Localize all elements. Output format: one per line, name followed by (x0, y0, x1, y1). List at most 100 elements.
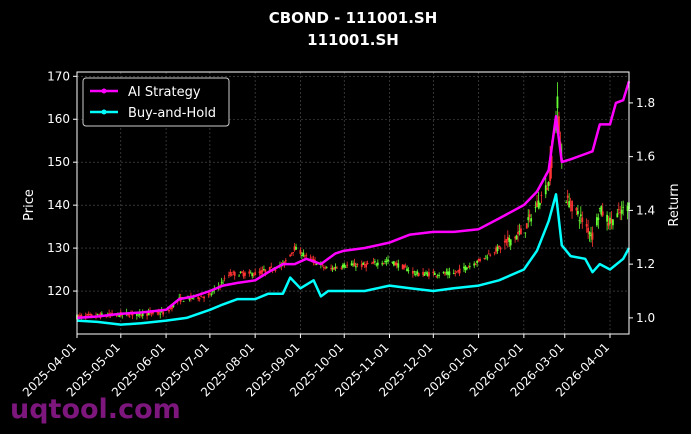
candle-body (466, 267, 468, 270)
candle-body (203, 296, 205, 299)
candle-body (384, 261, 387, 263)
plot-frame (76, 71, 630, 335)
candle-body (503, 240, 506, 243)
candle-body (118, 315, 121, 317)
candle-body (612, 219, 614, 226)
candle-body (141, 312, 144, 316)
candle-body (210, 294, 213, 296)
candle-body (401, 264, 404, 270)
right-axis-label: Return (667, 183, 682, 226)
candle-body (169, 307, 172, 309)
candle-body (227, 275, 230, 277)
candle-body (353, 262, 356, 267)
candle-body (220, 281, 223, 283)
candle-body (200, 296, 203, 298)
candle-body (86, 314, 89, 315)
candle-body (617, 209, 620, 211)
candle-body (322, 267, 325, 269)
candle-body (566, 195, 569, 198)
candle-body (540, 195, 543, 196)
candle-body (537, 200, 540, 208)
y2-tick-label: 1.4 (636, 203, 655, 217)
candle-body (274, 269, 277, 271)
candle-body (330, 268, 332, 270)
candle-body (546, 188, 549, 190)
candle-body (230, 274, 233, 276)
series-line-buy-and-hold (76, 193, 631, 326)
candle-body (499, 247, 502, 250)
candle-body (374, 261, 376, 263)
y2-tick-label: 1.8 (636, 96, 655, 110)
candle-body (324, 267, 327, 269)
candle-body (355, 266, 357, 268)
candle-body (565, 202, 568, 203)
legend-label-ai-strategy: AI Strategy (128, 85, 201, 100)
candle-body (487, 253, 490, 255)
candle-body (477, 258, 480, 261)
candle-body (260, 270, 262, 275)
candle-body (303, 255, 306, 257)
candle-body (423, 273, 426, 276)
candle-body (387, 259, 389, 262)
candle-body (147, 312, 150, 316)
candle-body (530, 218, 533, 222)
candle-body (191, 298, 194, 300)
candle-body (395, 263, 398, 266)
candle-body (587, 227, 590, 233)
candle-body (484, 255, 487, 257)
candle-body (598, 207, 601, 209)
candle-body (325, 267, 328, 269)
candle-body (539, 202, 541, 206)
candle-body (135, 313, 138, 316)
candle-body (524, 232, 527, 234)
y-tick-label: 170 (47, 69, 70, 83)
chart-title: CBOND - 111001.SH (269, 9, 438, 27)
candle-body (87, 314, 90, 316)
candle-body (397, 263, 400, 268)
candle-body (299, 249, 302, 254)
candle-body (600, 206, 603, 215)
candle-body (89, 314, 92, 315)
legend-box (82, 77, 230, 127)
candle-body (251, 273, 254, 277)
candle-body (375, 264, 378, 266)
candle-body (514, 237, 516, 239)
candle-body (591, 232, 594, 240)
legend-label-buy-and-hold: Buy-and-Hold (128, 106, 216, 121)
candle-body (544, 185, 547, 195)
candle-body (585, 224, 588, 227)
candle-body (455, 271, 458, 273)
candle-body (96, 313, 99, 315)
candle-body (464, 266, 467, 271)
candle-body (321, 264, 324, 266)
candle-body (352, 264, 354, 265)
candle-body (581, 217, 584, 223)
candle-body (188, 297, 191, 300)
candle-body (525, 223, 528, 229)
candle-body (238, 275, 240, 277)
candle-body (610, 219, 613, 223)
y2-tick-label: 1.0 (636, 311, 655, 325)
candle-body (426, 273, 429, 277)
candle-body (343, 263, 346, 268)
candle-body (340, 267, 343, 269)
candle-body (588, 232, 591, 235)
candle-body (363, 264, 366, 266)
candle-body (162, 311, 165, 315)
candle-body (468, 265, 471, 267)
candle-body (547, 181, 550, 187)
candle-body (508, 238, 511, 243)
candle-body (244, 272, 246, 276)
candle-body (263, 269, 265, 270)
candle-body (333, 267, 335, 270)
candle-body (197, 296, 200, 299)
candle-body (518, 231, 521, 233)
candle-body (520, 228, 522, 235)
candle-body (444, 273, 446, 275)
candle-body (467, 266, 470, 268)
candle-body (474, 264, 477, 266)
candle-body (394, 262, 397, 266)
candle-body (536, 202, 538, 207)
candle-body (619, 212, 622, 213)
